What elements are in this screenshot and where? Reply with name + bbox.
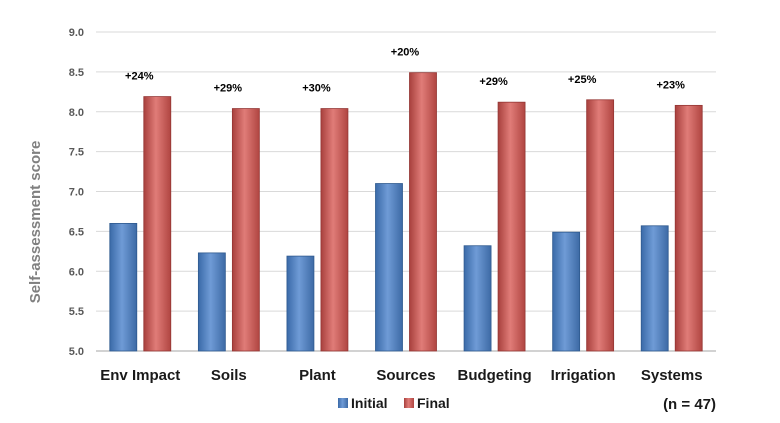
x-tick-label: Sources bbox=[376, 367, 435, 384]
bars bbox=[109, 72, 703, 352]
bar-initial-budgeting bbox=[463, 245, 492, 352]
bar-initial-systems bbox=[640, 225, 669, 352]
y-axis: 5.0 5.5 6.0 6.5 7.0 7.5 8.0 8.5 9.0 bbox=[69, 27, 84, 358]
percent-change-label: +29% bbox=[214, 83, 243, 95]
bar-initial-irrigation bbox=[552, 231, 581, 352]
y-tick-label: 6.5 bbox=[69, 226, 84, 238]
y-tick-label: 7.0 bbox=[69, 187, 84, 199]
sample-size-note: (n = 47) bbox=[663, 396, 716, 413]
y-tick-label: 6.0 bbox=[69, 266, 84, 278]
legend-swatch-final bbox=[404, 398, 414, 408]
x-tick-label: Soils bbox=[211, 367, 247, 384]
y-axis-label: Self-assessment score bbox=[27, 141, 44, 304]
x-tick-label: Systems bbox=[641, 367, 703, 384]
y-tick-label: 5.5 bbox=[69, 306, 84, 318]
data-labels: +24% +29% +30% +20% +29% +25% +23% bbox=[125, 47, 685, 95]
x-tick-label: Irrigation bbox=[551, 367, 616, 384]
percent-change-label: +20% bbox=[391, 47, 420, 59]
x-tick-label: Plant bbox=[299, 367, 336, 384]
percent-change-label: +23% bbox=[656, 79, 685, 91]
bar-final-sources bbox=[409, 72, 437, 352]
y-tick-label: 8.0 bbox=[69, 107, 84, 119]
percent-change-label: +29% bbox=[479, 76, 508, 88]
legend-swatch-initial bbox=[338, 398, 348, 408]
bar-initial-sources bbox=[375, 183, 403, 352]
legend-label-initial: Initial bbox=[351, 395, 388, 411]
percent-change-label: +24% bbox=[125, 71, 154, 83]
bar-initial-env-impact bbox=[109, 222, 138, 352]
bar-final-soils bbox=[231, 108, 260, 352]
x-axis: Env Impact Soils Plant Sources Budgeting Irri… bbox=[100, 367, 702, 384]
legend-label-final: Final bbox=[417, 395, 450, 411]
percent-change-label: +25% bbox=[568, 74, 597, 86]
y-tick-label: 5.0 bbox=[69, 346, 84, 358]
bar-initial-soils bbox=[197, 252, 226, 352]
y-tick-label: 7.5 bbox=[69, 147, 84, 159]
gridlines bbox=[96, 31, 716, 352]
percent-change-label: +30% bbox=[302, 83, 331, 95]
bar-final-env-impact bbox=[143, 96, 172, 352]
bar-final-irrigation bbox=[586, 99, 615, 352]
y-tick-label: 8.5 bbox=[69, 67, 84, 79]
y-tick-label: 9.0 bbox=[69, 27, 84, 39]
legend: Initial Final bbox=[338, 395, 450, 411]
bar-final-plant bbox=[320, 108, 349, 352]
bar-final-budgeting bbox=[497, 101, 526, 352]
bar-initial-plant bbox=[286, 255, 315, 352]
x-tick-label: Budgeting bbox=[457, 367, 531, 384]
x-tick-label: Env Impact bbox=[100, 367, 180, 384]
bar-final-systems bbox=[674, 104, 703, 352]
